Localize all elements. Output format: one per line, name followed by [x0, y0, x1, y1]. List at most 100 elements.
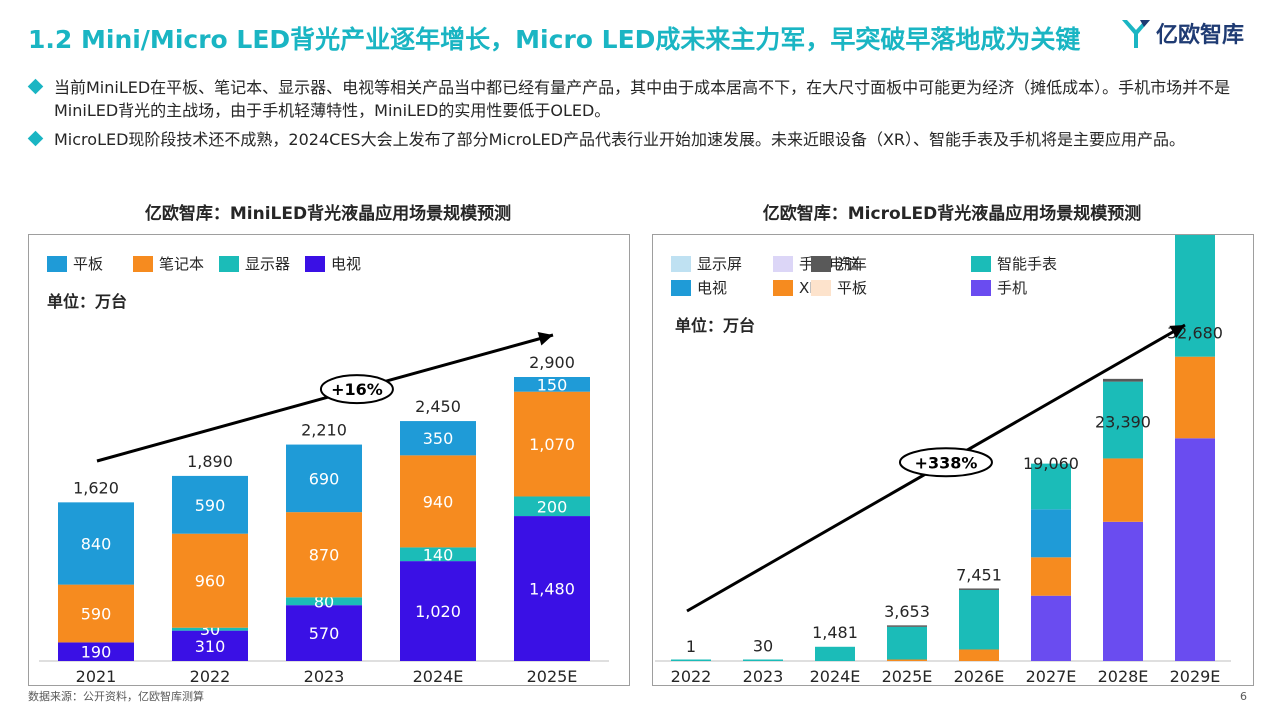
legend-swatch	[971, 280, 991, 296]
bar-segment	[286, 597, 362, 606]
bar-segment	[286, 605, 362, 661]
bar-segment	[514, 377, 590, 392]
legend-label: 手机	[997, 279, 1027, 297]
growth-label: +338%	[915, 453, 978, 472]
bar-segment	[1031, 463, 1071, 510]
legend-label: 电视	[697, 279, 727, 297]
micro-chart-title: 亿欧智库：MicroLED背光液晶应用场景规模预测	[762, 204, 1142, 224]
bar-segment	[400, 421, 476, 456]
bullet-list: 当前MiniLED在平板、笔记本、显示器、电视等相关产品当中都已经有量产产品，其…	[27, 76, 1253, 157]
legend-swatch	[773, 280, 793, 296]
legend-label: 显示器	[245, 255, 290, 273]
segment-label: 1,070	[529, 435, 575, 454]
bar-segment	[514, 516, 590, 661]
logo: 亿欧智库	[1120, 16, 1244, 50]
segment-label: 570	[309, 624, 340, 643]
total-label: 3,653	[884, 602, 930, 621]
bar-segment	[514, 496, 590, 517]
bar-segment	[58, 584, 134, 643]
bullet-item: MicroLED现阶段技术还不成熟，2024CES大会上发布了部分MicroLE…	[27, 128, 1253, 151]
bar-segment	[959, 588, 999, 590]
segment-label: 140	[423, 545, 454, 564]
legend-swatch	[971, 256, 991, 272]
bar-segment	[1175, 438, 1215, 661]
legend-label: 电视	[331, 255, 361, 273]
total-label: 19,060	[1023, 454, 1079, 473]
micro-chart-svg: 显示屏手提电脑汽车智能手表电视XR平板手机单位：万台120223020231,4…	[655, 200, 1231, 686]
bar-segment	[172, 475, 248, 534]
total-label: 7,451	[956, 565, 1002, 584]
category-label: 2025E	[527, 667, 578, 685]
category-label: 2023	[743, 667, 784, 685]
trend-arrow-head	[1169, 325, 1185, 339]
segment-label: 590	[195, 496, 226, 515]
bar-segment	[815, 646, 855, 661]
legend-swatch	[811, 256, 831, 272]
logo-icon	[1122, 20, 1150, 48]
unit-label: 单位：万台	[675, 316, 755, 335]
bar-segment	[1031, 509, 1071, 558]
legend-swatch	[773, 256, 793, 272]
bullet-item: 当前MiniLED在平板、笔记本、显示器、电视等相关产品当中都已经有量产产品，其…	[27, 76, 1253, 122]
legend-label: 平板	[837, 279, 867, 297]
logo-text: 亿欧智库	[1156, 23, 1245, 48]
category-label: 2028E	[1098, 667, 1149, 685]
bar-segment	[959, 649, 999, 661]
category-label: 2026E	[954, 667, 1005, 685]
bar-segment	[172, 533, 248, 628]
bar-segment	[887, 626, 927, 660]
legend-swatch	[671, 280, 691, 296]
bar-segment	[1103, 378, 1143, 382]
bar-segment	[743, 659, 783, 661]
total-label: 1,481	[812, 623, 858, 642]
category-label: 2021	[76, 667, 117, 685]
bullet-diamond-icon	[27, 78, 44, 95]
category-label: 2024E	[413, 667, 464, 685]
mini-chart-panel: 平板 笔记本 显示器 电视 单位：万台 190 590 840 1,620 2021 310 30 96…	[28, 234, 630, 686]
legend-swatch	[671, 256, 691, 272]
total-label: 30	[753, 637, 773, 656]
total-label: 2,210	[301, 421, 347, 440]
unit-label: 单位：万台	[47, 292, 127, 311]
category-label: 2022	[671, 667, 712, 685]
bar-segment	[514, 391, 590, 497]
bar-segment	[1103, 521, 1143, 661]
mini-chart-svg: 平板 笔记本 显示器 电视单位：万台1905908401,62020213103096…	[39, 255, 609, 686]
segment-label: 870	[309, 546, 340, 565]
segment-label: 1,020	[415, 602, 461, 621]
legend-label: 笔记本	[159, 255, 204, 273]
total-label: 2,900	[529, 353, 575, 372]
bar-segment	[400, 455, 476, 548]
legend-swatch	[133, 256, 153, 272]
bar-segment	[1175, 356, 1215, 439]
bar-segment	[172, 627, 248, 631]
legend-swatch	[219, 256, 239, 272]
segment-label: 590	[81, 605, 112, 624]
bar-segment	[887, 625, 927, 627]
legend-swatch	[47, 256, 67, 272]
category-label: 2024E	[810, 667, 861, 685]
category-label: 2025E	[882, 667, 933, 685]
bar-segment	[1031, 595, 1071, 661]
legend-label: 汽车	[837, 255, 867, 273]
bar-segment	[400, 547, 476, 562]
page-number: 6	[1240, 690, 1247, 703]
category-label: 2022	[190, 667, 231, 685]
segment-label: 690	[309, 469, 340, 488]
segment-label: 1,480	[529, 580, 575, 599]
bullet-diamond-icon	[27, 130, 44, 147]
segment-label: 350	[423, 429, 454, 448]
segment-label: 190	[81, 643, 112, 662]
bar-segment	[1103, 381, 1143, 459]
category-label: 2029E	[1170, 667, 1221, 685]
legend-label: 平板	[73, 255, 103, 273]
legend-swatch	[811, 280, 831, 296]
growth-badge	[898, 447, 993, 478]
bullet-text: 当前MiniLED在平板、笔记本、显示器、电视等相关产品当中都已经有量产产品，其…	[54, 78, 1231, 120]
page-title: 1.2 Mini/Micro LED背光产业逐年增长，Micro LED成未来主…	[28, 25, 1081, 54]
bar-segment	[1103, 458, 1143, 522]
segment-label: 200	[537, 497, 568, 516]
segment-label: 840	[81, 534, 112, 553]
bar-segment	[671, 659, 711, 661]
bar-segment	[1031, 557, 1071, 596]
